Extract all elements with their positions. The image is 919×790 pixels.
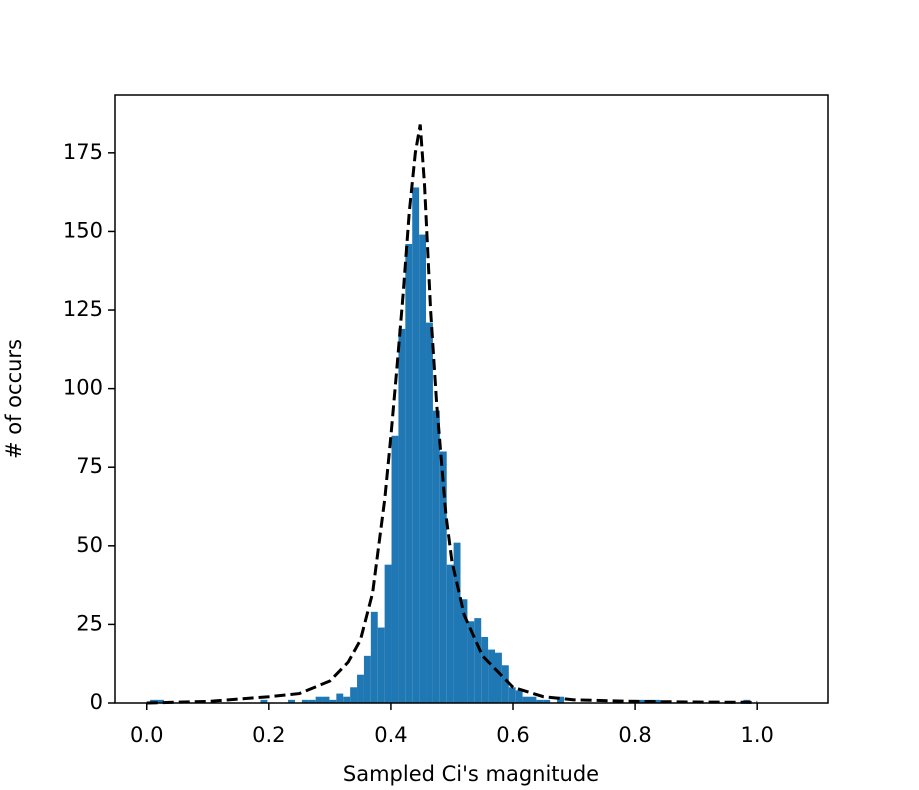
bar [460,599,468,703]
bar [543,699,551,703]
bar [377,627,385,703]
y-tick-label: 175 [63,140,103,164]
y-tick-label: 100 [63,376,103,400]
bar [308,699,316,703]
x-tick-label: 0.0 [130,723,163,747]
y-tick-label: 0 [90,690,103,714]
bar [453,542,461,703]
bar [322,696,330,703]
bar [370,611,378,703]
y-tick-label: 75 [76,454,103,478]
bar [412,187,420,704]
bar [501,665,509,703]
y-tick-label: 150 [63,218,103,242]
bar [481,636,489,703]
bar [529,696,537,703]
y-tick-label: 125 [63,297,103,321]
bar [363,655,371,703]
bar [467,621,475,703]
bar [557,696,564,703]
bar [522,696,530,703]
bar [495,652,502,703]
bar [384,564,392,703]
axes-frame [114,94,829,704]
bar [260,699,268,703]
bar [426,322,433,703]
bar [301,699,309,703]
bar [288,699,295,703]
bar [508,687,516,703]
y-tick-label: 25 [76,611,103,635]
bar [329,699,337,703]
bar [419,234,427,703]
x-axis-label: Sampled Ci's magnitude [343,762,599,786]
bar [315,696,323,703]
bar [515,690,523,703]
bar [432,410,440,703]
bar [405,244,413,704]
bar [536,699,544,703]
bar [653,699,661,703]
bar [446,564,454,703]
x-tick-label: 0.6 [496,723,529,747]
bar [639,699,647,703]
fit-curve [146,124,758,705]
bar [156,699,164,703]
bar [391,435,399,703]
bar [357,674,364,703]
bar [398,328,406,703]
bar [336,693,344,703]
bar [343,696,351,703]
x-tick-label: 0.4 [374,723,407,747]
bar [488,649,496,703]
x-tick-label: 0.2 [252,723,285,747]
bar [474,618,482,703]
y-tick-label: 50 [76,533,103,557]
x-tick-label: 1.0 [740,723,773,747]
bar [350,687,358,703]
bar [439,451,447,703]
y-axis-label: # of occurs [2,339,26,459]
x-tick-label: 0.8 [618,723,651,747]
